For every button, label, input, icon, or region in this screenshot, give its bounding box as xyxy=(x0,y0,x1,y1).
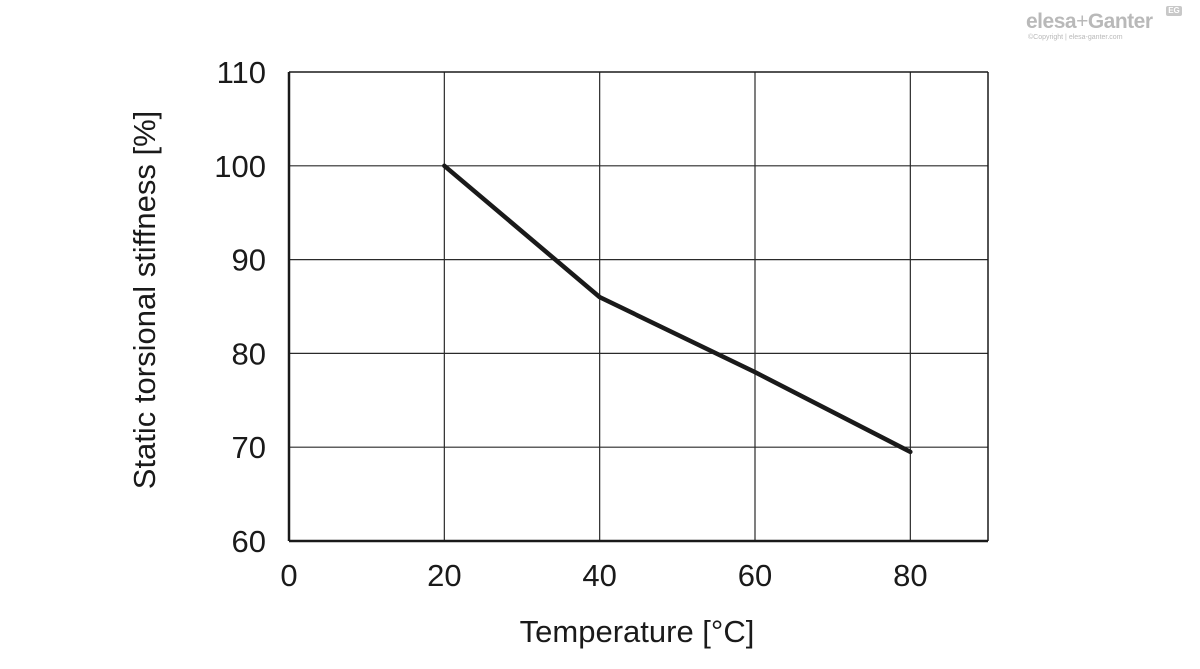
y-tick-110: 110 xyxy=(217,55,266,90)
y-tick-labels: 60 70 80 90 100 110 xyxy=(214,55,266,559)
y-axis-label: Static torsional stiffness [%] xyxy=(127,111,162,489)
elesa-ganter-logo: elesa+Ganter EG ©Copyright | elesa-gante… xyxy=(1012,6,1182,46)
x-axis-label: Temperature [°C] xyxy=(520,614,755,649)
logo-copyright: ©Copyright | elesa-ganter.com xyxy=(1028,34,1123,41)
logo-brand-right: Ganter xyxy=(1087,10,1153,33)
grid-lines xyxy=(289,72,988,541)
x-tick-20: 20 xyxy=(427,558,461,593)
y-tick-80: 80 xyxy=(232,336,266,371)
logo-plus: + xyxy=(1076,10,1088,33)
x-tick-80: 80 xyxy=(893,558,927,593)
x-tick-labels: 0 20 40 60 80 xyxy=(280,558,927,593)
logo-brand-left: elesa xyxy=(1026,10,1077,33)
logo-badge: EG xyxy=(1166,6,1182,16)
x-tick-60: 60 xyxy=(738,558,772,593)
y-tick-60: 60 xyxy=(232,524,266,559)
logo-wordmark: elesa+Ganter xyxy=(1026,10,1153,34)
x-tick-0: 0 xyxy=(280,558,297,593)
y-tick-100: 100 xyxy=(214,149,266,184)
y-tick-90: 90 xyxy=(232,243,266,278)
y-tick-70: 70 xyxy=(232,430,266,465)
x-tick-40: 40 xyxy=(582,558,616,593)
plot-frame xyxy=(287,71,989,543)
series-group xyxy=(442,163,913,455)
series-line-0 xyxy=(442,163,913,455)
